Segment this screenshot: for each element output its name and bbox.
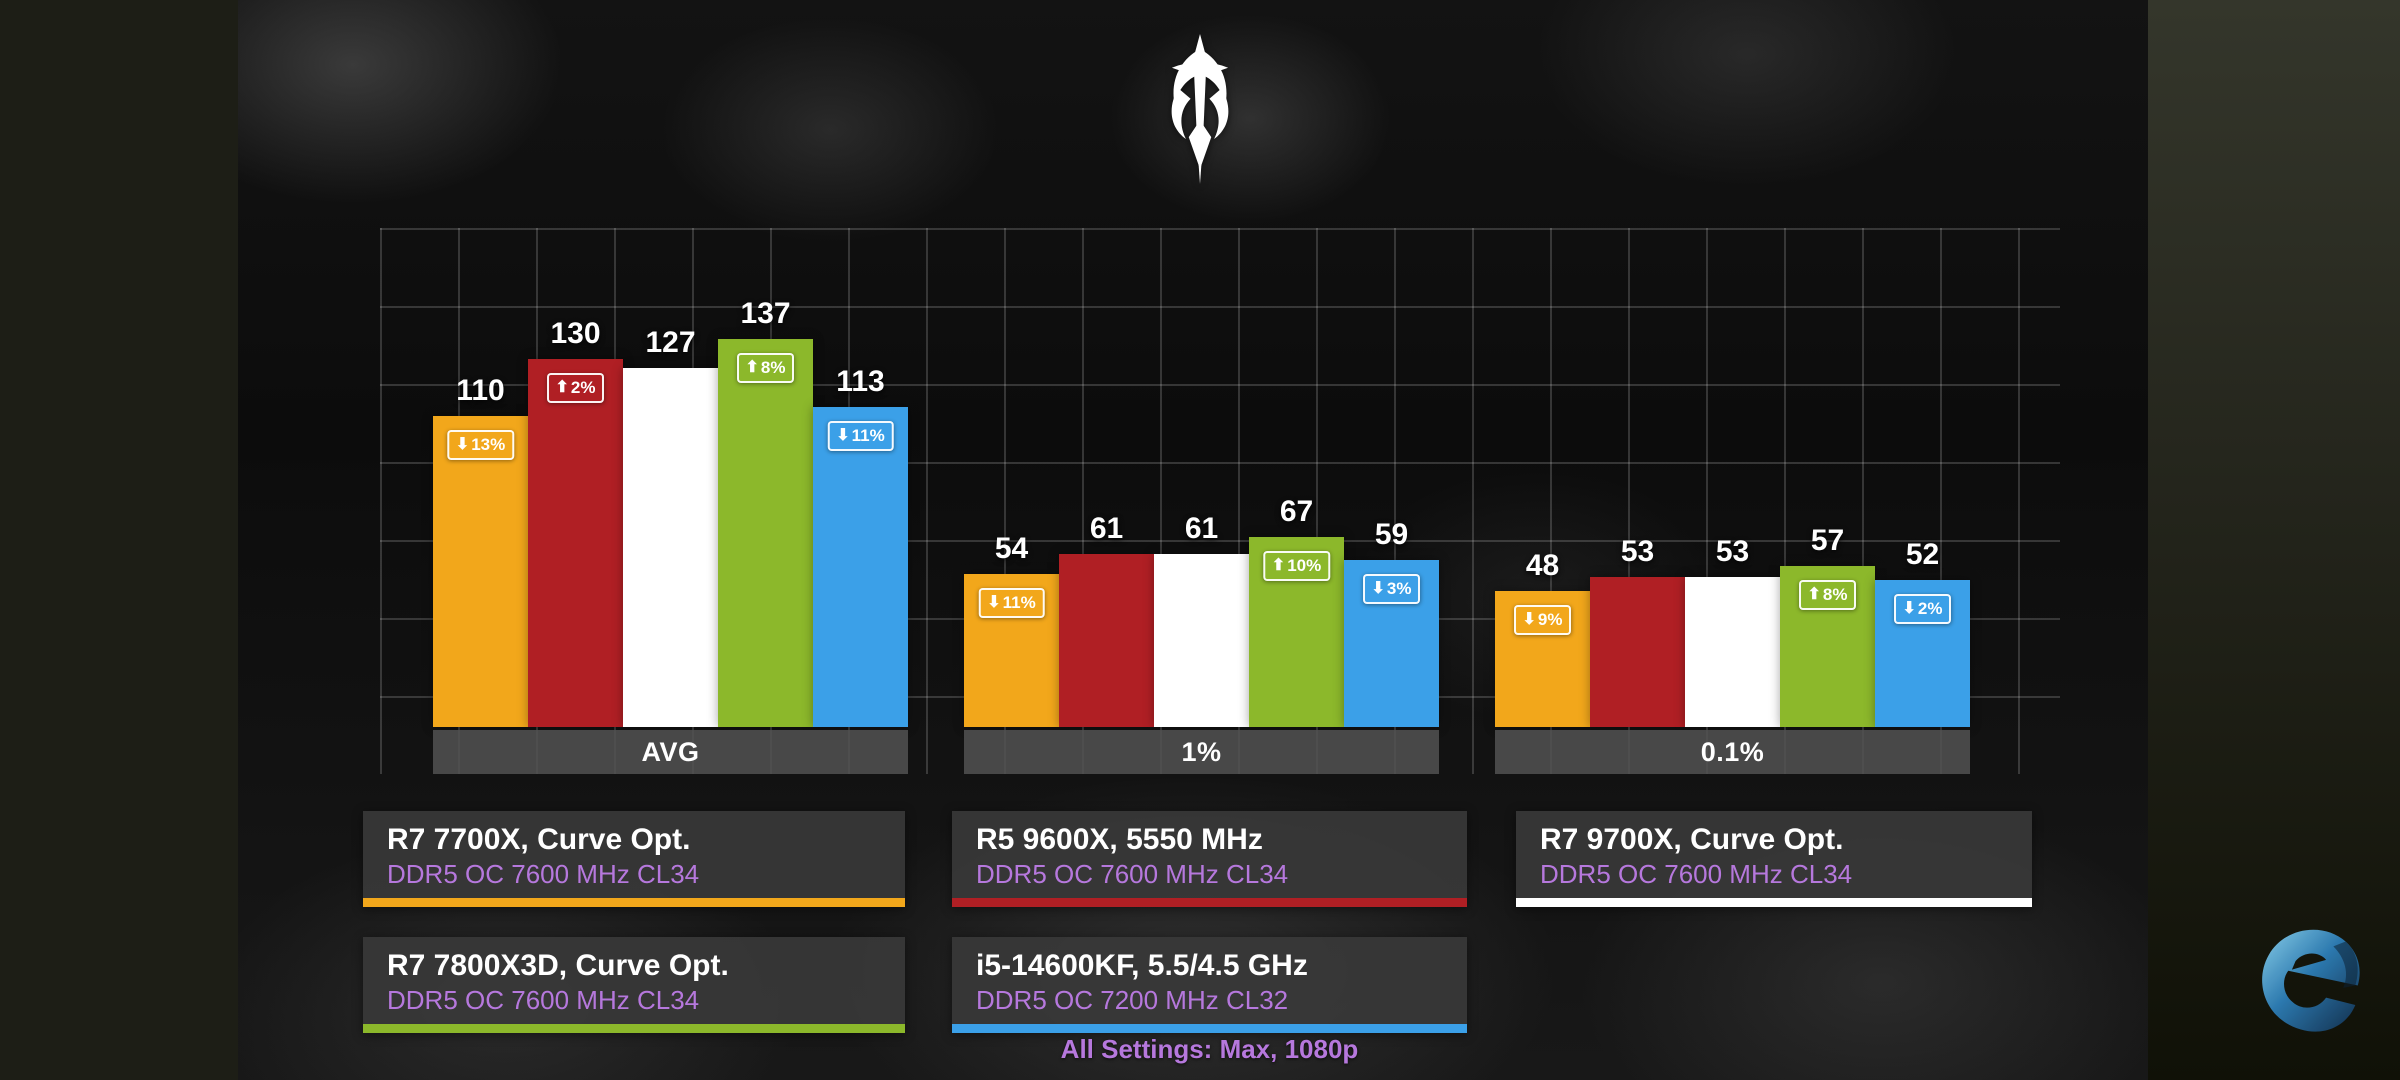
- delta-down-icon: ⬇: [1522, 611, 1536, 628]
- bar: [1590, 577, 1685, 727]
- legend-memory-config: DDR5 OC 7600 MHz CL34: [387, 984, 700, 1015]
- bar: ⬆ 8%: [718, 339, 813, 727]
- legend-memory-config: DDR5 OC 7600 MHz CL34: [976, 858, 1289, 889]
- bar: ⬇ 9%: [1495, 591, 1590, 727]
- bar: [1059, 554, 1154, 727]
- legend-cpu-name: R5 9600X, 5550 MHz: [976, 823, 1263, 856]
- category-label: AVG: [433, 730, 908, 774]
- bar: ⬆ 8%: [1780, 566, 1875, 727]
- legend-card: i5-14600KF, 5.5/4.5 GHz DDR5 OC 7200 MHz …: [952, 937, 1467, 1033]
- bar-value-label: 59: [1374, 518, 1409, 551]
- legend-card: R5 9600X, 5550 MHz DDR5 OC 7600 MHz CL34: [952, 811, 1467, 907]
- legend-memory-config: DDR5 OC 7600 MHz CL34: [1540, 858, 1853, 889]
- legend-card: R7 7700X, Curve Opt. DDR5 OC 7600 MHz CL3…: [363, 811, 905, 907]
- background-right-edge: [2148, 0, 2400, 1080]
- delta-percent: 11%: [1002, 593, 1036, 612]
- settings-note: All Settings: Max, 1080p: [1060, 1034, 1359, 1064]
- delta-down-icon: ⬇: [1371, 580, 1385, 597]
- legend-color-bar: [952, 898, 1467, 907]
- bar-value-label: 67: [1279, 495, 1314, 528]
- delta-percent: 2%: [570, 378, 596, 397]
- delta-down-icon: ⬇: [836, 427, 850, 444]
- bar-value-label: 57: [1810, 524, 1845, 557]
- legend-memory-config: DDR5 OC 7200 MHz CL32: [976, 984, 1289, 1015]
- bar-value-label: 61: [1089, 512, 1124, 545]
- delta-percent: 3%: [1386, 579, 1412, 598]
- delta-percent: 9%: [1537, 610, 1563, 629]
- bar: ⬇ 3%: [1344, 560, 1439, 727]
- bar-value-label: 113: [836, 365, 885, 398]
- bar-value-label: 137: [740, 297, 791, 330]
- bar-delta-badge: ⬇ 2%: [1893, 594, 1952, 624]
- delta-percent: 2%: [1917, 599, 1943, 618]
- legend-memory-config: DDR5 OC 7600 MHz CL34: [387, 858, 700, 889]
- delta-up-icon: ⬆: [1271, 557, 1286, 574]
- delta-down-icon: ⬇: [1902, 600, 1916, 617]
- bar: ⬇ 13%: [433, 416, 528, 727]
- legend-card: R7 7800X3D, Curve Opt. DDR5 OC 7600 MHz C…: [363, 937, 905, 1033]
- bar-value-label: 53: [1620, 535, 1655, 568]
- bar-delta-badge: ⬆ 10%: [1262, 551, 1331, 581]
- bar-delta-badge: ⬇ 11%: [827, 421, 894, 451]
- bar: ⬇ 2%: [1875, 580, 1970, 727]
- bar-delta-badge: ⬇ 11%: [978, 588, 1045, 618]
- legend-color-bar: [363, 898, 905, 907]
- legend-card: R7 9700X, Curve Opt. DDR5 OC 7600 MHz CL3…: [1516, 811, 2032, 907]
- bar-value-label: 110: [456, 374, 505, 407]
- bar: [1154, 554, 1249, 727]
- bar-value-label: 52: [1905, 538, 1940, 571]
- legend-cpu-name: R7 7800X3D, Curve Opt.: [387, 949, 729, 982]
- delta-up-icon: ⬆: [745, 359, 759, 376]
- bar-value-label: 61: [1184, 512, 1219, 545]
- legend-color-bar: [952, 1024, 1467, 1033]
- delta-percent: 13%: [471, 435, 506, 454]
- bar-group-1%: ⬇ 11% 54 61 61 ⬆ 10% 67 ⬇ 3% 59: [964, 0, 1439, 727]
- bar: ⬆ 2%: [528, 359, 623, 727]
- legend-color-bar: [363, 1024, 905, 1033]
- bar-value-label: 48: [1525, 549, 1560, 582]
- delta-down-icon: ⬇: [987, 594, 1001, 611]
- bar-delta-badge: ⬆ 8%: [736, 353, 795, 383]
- delta-up-icon: ⬆: [1807, 586, 1821, 603]
- bar-delta-badge: ⬆ 8%: [1798, 580, 1857, 610]
- delta-percent: 8%: [760, 358, 786, 377]
- bar-value-label: 130: [550, 317, 601, 350]
- delta-up-icon: ⬆: [555, 379, 569, 396]
- bar-delta-badge: ⬇ 3%: [1362, 574, 1421, 604]
- delta-percent: 11%: [851, 426, 885, 445]
- clan-emblem-icon: [1142, 34, 1258, 184]
- bar: [1685, 577, 1780, 727]
- bar-delta-badge: ⬆ 2%: [546, 373, 605, 403]
- legend-color-bar: [1516, 898, 2032, 907]
- bar-group-AVG: ⬇ 13% 110 ⬆ 2% 130 127 ⬆ 8% 137 ⬇ 11% 113: [433, 0, 908, 727]
- eteknix-logo-icon: [2248, 922, 2370, 1044]
- legend-cpu-name: R7 9700X, Curve Opt.: [1540, 823, 1844, 856]
- bar: ⬆ 10%: [1249, 537, 1344, 727]
- bar-value-label: 127: [645, 326, 696, 359]
- legend-cpu-name: R7 7700X, Curve Opt.: [387, 823, 691, 856]
- bar: ⬇ 11%: [964, 574, 1059, 727]
- category-label: 0.1%: [1495, 730, 1970, 774]
- delta-percent: 8%: [1822, 585, 1848, 604]
- bar: [623, 368, 718, 727]
- bar-value-label: 54: [994, 532, 1029, 565]
- bar-group-0.1%: ⬇ 9% 48 53 53 ⬆ 8% 57 ⬇ 2% 52: [1495, 0, 1970, 727]
- legend-cpu-name: i5-14600KF, 5.5/4.5 GHz: [976, 949, 1308, 982]
- bar-delta-badge: ⬇ 9%: [1513, 605, 1572, 635]
- category-label: 1%: [964, 730, 1439, 774]
- bar-delta-badge: ⬇ 13%: [446, 430, 515, 460]
- delta-down-icon: ⬇: [455, 436, 470, 453]
- bar-value-label: 53: [1715, 535, 1750, 568]
- delta-percent: 10%: [1287, 556, 1322, 575]
- bar: ⬇ 11%: [813, 407, 908, 727]
